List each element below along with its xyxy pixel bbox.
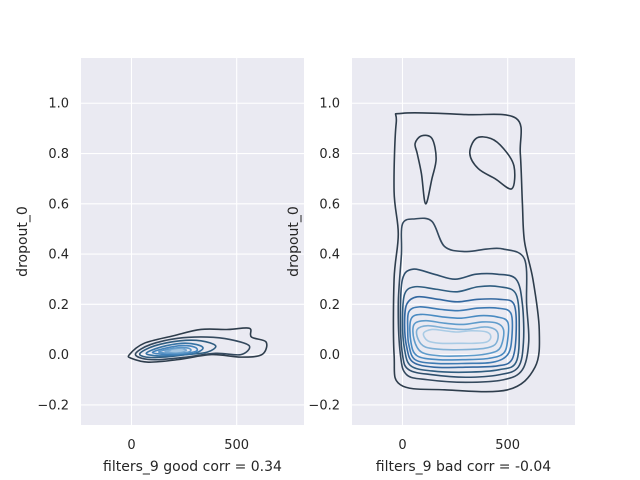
x-tick-label: 0 bbox=[398, 438, 406, 453]
y-tick-label: 0.4 bbox=[48, 248, 69, 263]
density-contour-3 bbox=[138, 339, 217, 359]
y-axis-label: dropout_0 bbox=[286, 206, 302, 277]
density-contour-6 bbox=[158, 346, 192, 355]
contour-group bbox=[392, 111, 541, 393]
density-contour-7 bbox=[403, 295, 518, 369]
y-tick-label: −0.2 bbox=[37, 398, 69, 413]
y-tick-label: 0.0 bbox=[319, 348, 340, 363]
density-contour-5 bbox=[151, 344, 199, 356]
x-axis-label: filters_9 bad corr = -0.04 bbox=[376, 459, 551, 475]
left-subplot: 0 500 −0.2 0.0 0.2 0.4 0.6 0.8 1.0 filters_9 good… bbox=[15, 58, 304, 475]
plot-area bbox=[81, 58, 304, 425]
density-contour-8 bbox=[170, 349, 184, 353]
density-contour-8 bbox=[406, 306, 514, 365]
density-contour-6 bbox=[401, 285, 521, 374]
density-contour-3 bbox=[469, 136, 516, 190]
x-tick-label: 0 bbox=[127, 438, 135, 453]
contour-group bbox=[127, 327, 268, 363]
density-contour-10 bbox=[412, 319, 505, 358]
density-contour-4 bbox=[145, 342, 204, 357]
density-contour-1 bbox=[392, 111, 541, 393]
x-axis-label: filters_9 good corr = 0.34 bbox=[103, 459, 282, 475]
y-tick-label: 0.8 bbox=[48, 147, 69, 162]
density-contour-5 bbox=[399, 268, 525, 379]
density-contour-1 bbox=[127, 327, 268, 363]
density-contour-11 bbox=[415, 324, 500, 351]
y-tick-label: 0.6 bbox=[319, 197, 340, 212]
density-contour-9 bbox=[409, 313, 510, 361]
y-tick-label: 0.4 bbox=[319, 248, 340, 263]
y-tick-label: 0.2 bbox=[48, 298, 69, 313]
x-tick-label: 500 bbox=[495, 438, 520, 453]
y-tick-label: 0.8 bbox=[319, 147, 340, 162]
plot-area bbox=[352, 58, 575, 425]
y-tick-label: 0.2 bbox=[319, 298, 340, 313]
density-contour-2 bbox=[414, 134, 437, 205]
y-tick-label: −0.2 bbox=[308, 398, 340, 413]
y-axis-label: dropout_0 bbox=[15, 206, 31, 277]
density-contour-2 bbox=[134, 336, 251, 361]
density-contour-12 bbox=[422, 328, 492, 345]
y-tick-label: 1.0 bbox=[48, 97, 69, 112]
y-tick-label: 0.6 bbox=[48, 197, 69, 212]
x-tick-label: 500 bbox=[224, 438, 249, 453]
right-subplot: 0 500 −0.2 0.0 0.2 0.4 0.6 0.8 1.0 filters_9 bad … bbox=[286, 58, 575, 475]
y-tick-label: 0.0 bbox=[48, 348, 69, 363]
y-tick-label: 1.0 bbox=[319, 97, 340, 112]
density-contour-4 bbox=[397, 217, 530, 384]
